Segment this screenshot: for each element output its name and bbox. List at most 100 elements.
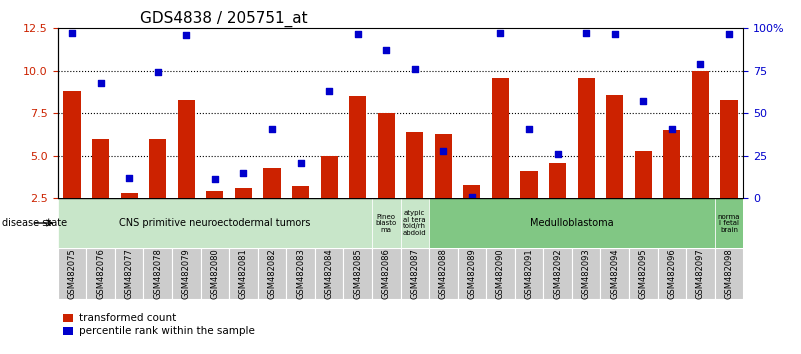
Point	[494, 30, 507, 36]
Point	[380, 47, 392, 53]
Text: GSM482081: GSM482081	[239, 248, 248, 299]
Bar	[372, 198, 400, 248]
Text: GSM482079: GSM482079	[182, 248, 191, 299]
Bar	[206, 192, 223, 198]
Point	[409, 66, 421, 72]
Point	[237, 170, 250, 176]
Bar	[229, 248, 258, 299]
Bar	[549, 162, 566, 198]
Bar	[714, 248, 743, 299]
Point	[723, 32, 735, 37]
Bar	[58, 248, 87, 299]
Text: GSM482095: GSM482095	[639, 248, 648, 299]
Bar	[372, 248, 400, 299]
Text: GSM482088: GSM482088	[439, 248, 448, 299]
Text: CNS primitive neuroectodermal tumors: CNS primitive neuroectodermal tumors	[119, 218, 311, 228]
Text: GSM482093: GSM482093	[582, 248, 590, 299]
Bar	[200, 248, 229, 299]
Bar	[315, 248, 344, 299]
Text: GSM482091: GSM482091	[525, 248, 533, 299]
Text: GSM482094: GSM482094	[610, 248, 619, 299]
Point	[266, 126, 279, 131]
Text: atypic
al tera
toid/rh
abdoid: atypic al tera toid/rh abdoid	[403, 210, 427, 236]
Bar	[429, 198, 714, 248]
Point	[694, 61, 707, 67]
Bar	[515, 248, 543, 299]
Bar	[172, 248, 200, 299]
Bar	[486, 248, 515, 299]
Legend: transformed count, percentile rank within the sample: transformed count, percentile rank withi…	[63, 313, 255, 336]
Bar	[429, 248, 457, 299]
Text: disease state: disease state	[2, 218, 66, 228]
Bar	[235, 188, 252, 198]
Point	[609, 32, 622, 37]
Bar	[178, 100, 195, 198]
Point	[208, 176, 221, 182]
Bar	[720, 100, 738, 198]
Bar	[692, 71, 709, 198]
Point	[151, 69, 164, 74]
Bar	[572, 248, 601, 299]
Point	[352, 32, 364, 37]
Bar	[658, 248, 686, 299]
Bar	[634, 151, 652, 198]
Text: Pineo
blasto
ma: Pineo blasto ma	[376, 213, 396, 233]
Bar	[264, 168, 280, 198]
Bar	[87, 248, 115, 299]
Text: GSM482090: GSM482090	[496, 248, 505, 299]
Bar	[400, 198, 429, 248]
Point	[123, 175, 135, 181]
Text: GSM482082: GSM482082	[268, 248, 276, 299]
Point	[294, 161, 307, 166]
Text: GSM482087: GSM482087	[410, 248, 419, 299]
Bar	[521, 171, 537, 198]
Point	[437, 148, 450, 154]
Bar	[601, 248, 629, 299]
Text: GSM482083: GSM482083	[296, 248, 305, 299]
Bar	[663, 130, 681, 198]
Bar	[115, 248, 143, 299]
Text: GSM482078: GSM482078	[153, 248, 162, 299]
Bar	[258, 248, 286, 299]
Bar	[143, 248, 172, 299]
Point	[323, 88, 336, 94]
Bar	[377, 113, 395, 198]
Bar	[543, 248, 572, 299]
Text: GSM482080: GSM482080	[211, 248, 219, 299]
Bar	[58, 198, 372, 248]
Bar	[686, 248, 714, 299]
Text: GSM482084: GSM482084	[324, 248, 333, 299]
Point	[179, 32, 193, 38]
Text: GSM482096: GSM482096	[667, 248, 676, 299]
Text: GSM482097: GSM482097	[696, 248, 705, 299]
Bar	[463, 185, 481, 198]
Bar	[435, 134, 452, 198]
Bar	[286, 248, 315, 299]
Bar	[606, 95, 623, 198]
Text: GSM482098: GSM482098	[725, 248, 734, 299]
Bar	[344, 248, 372, 299]
Bar	[578, 78, 595, 198]
Point	[637, 98, 650, 103]
Bar	[400, 248, 429, 299]
Text: GSM482077: GSM482077	[125, 248, 134, 299]
Bar	[120, 193, 138, 198]
Bar	[63, 91, 81, 198]
Text: GSM482075: GSM482075	[67, 248, 76, 299]
Text: GSM482092: GSM482092	[553, 248, 562, 299]
Text: GSM482086: GSM482086	[382, 248, 391, 299]
Text: GDS4838 / 205751_at: GDS4838 / 205751_at	[140, 11, 308, 27]
Text: GSM482089: GSM482089	[468, 248, 477, 299]
Point	[523, 127, 536, 132]
Point	[551, 151, 564, 157]
Text: GSM482076: GSM482076	[96, 248, 105, 299]
Bar	[406, 132, 424, 198]
Point	[580, 30, 593, 36]
Text: GSM482085: GSM482085	[353, 248, 362, 299]
Text: norma
l fetal
brain: norma l fetal brain	[718, 213, 740, 233]
Point	[66, 30, 78, 36]
Point	[666, 126, 678, 131]
Bar	[629, 248, 658, 299]
Text: Medulloblastoma: Medulloblastoma	[530, 218, 614, 228]
Bar	[292, 186, 309, 198]
